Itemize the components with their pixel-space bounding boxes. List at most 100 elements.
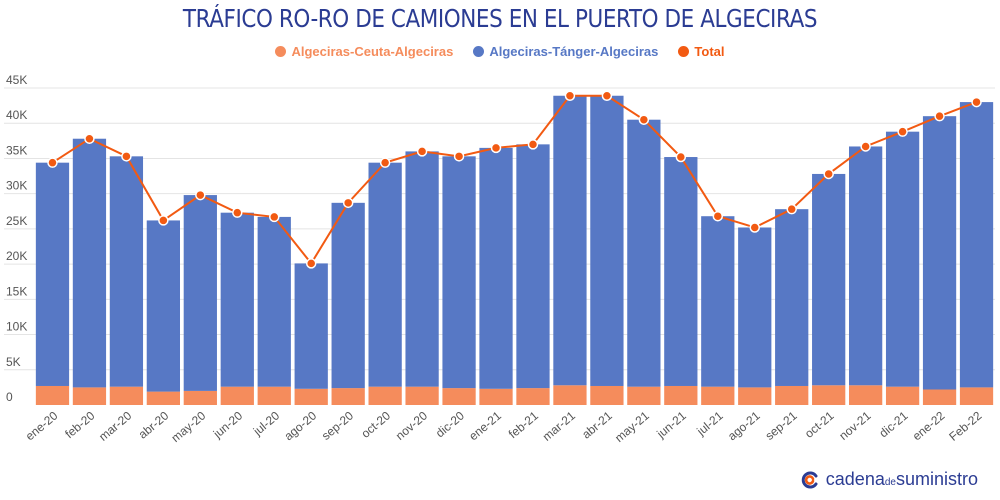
x-tick-label: sep-21	[763, 408, 800, 443]
legend-label-total: Total	[694, 44, 725, 59]
x-tick-label: ene-22	[910, 408, 948, 443]
legend-item-ceuta[interactable]: Algeciras-Ceuta-Algeciras	[275, 44, 453, 59]
total-point	[749, 222, 760, 233]
legend-label-tanger: Algeciras-Tánger-Algeciras	[489, 44, 659, 59]
bar-tanger	[479, 147, 513, 389]
bar-tanger	[885, 131, 920, 387]
bar-tanger	[442, 156, 476, 389]
cadena-logo-icon	[801, 471, 818, 488]
total-point	[860, 141, 871, 152]
bar-ceuta	[664, 385, 698, 405]
total-point	[897, 126, 908, 137]
bar-tanger	[294, 263, 328, 389]
bar-ceuta	[849, 385, 883, 405]
bar-ceuta	[109, 386, 144, 405]
y-tick-label: 10K	[6, 320, 27, 334]
total-point	[712, 210, 724, 222]
x-tick-label: ene-21	[466, 408, 504, 443]
legend-item-tanger[interactable]: Algeciras-Tánger-Algeciras	[473, 44, 658, 59]
bar-ceuta	[959, 387, 994, 405]
x-tick-label: may-21	[612, 408, 652, 445]
bar-ceuta	[812, 385, 846, 405]
x-tick-label: jul-20	[250, 408, 282, 438]
x-tick-label: abr-21	[579, 408, 615, 441]
bar-ceuta	[701, 386, 735, 405]
total-point	[823, 168, 834, 180]
y-tick-label: 25K	[6, 214, 27, 228]
bar-tanger	[959, 102, 994, 388]
x-tick-label: nov-21	[836, 408, 873, 443]
brand-name-de: de	[884, 477, 896, 488]
x-tick-label: abr-20	[136, 408, 172, 441]
bar-ceuta	[72, 387, 107, 405]
total-point	[47, 157, 58, 168]
legend: Algeciras-Ceuta-Algeciras Algeciras-Táng…	[0, 44, 1000, 59]
bar-tanger	[405, 151, 439, 387]
total-line	[51, 94, 977, 266]
y-tick-label: 40K	[6, 108, 27, 122]
total-point	[305, 258, 317, 269]
total-point	[638, 114, 650, 125]
bar-ceuta	[516, 388, 550, 405]
x-tick-label: ago-20	[282, 408, 320, 443]
y-tick-label: 35K	[6, 143, 27, 157]
bar-ceuta	[183, 390, 217, 405]
x-tick-label: jun-21	[653, 408, 689, 441]
bar-ceuta	[738, 387, 772, 405]
bar-tanger	[35, 162, 70, 386]
x-tick-label: dic-21	[876, 408, 910, 440]
total-point	[416, 146, 428, 157]
bar-tanger	[516, 144, 550, 389]
bar-tanger	[812, 173, 846, 386]
legend-marker-total	[678, 46, 690, 57]
bar-ceuta	[220, 386, 254, 405]
brand-name-b: suministro	[895, 469, 978, 489]
bar-ceuta	[257, 386, 291, 405]
total-point	[195, 189, 206, 201]
bar-tanger	[738, 227, 772, 388]
chart-title: TRÁFICO RO-RO DE CAMIONES EN EL PUERTO D…	[182, 4, 818, 33]
y-tick-label: 20K	[6, 249, 27, 263]
total-point	[786, 203, 797, 215]
x-tick-label: ene-20	[23, 408, 61, 443]
bar-tanger	[664, 157, 698, 386]
brand-name-a: cadena	[825, 469, 885, 489]
x-tick-label: oct-21	[802, 408, 837, 440]
x-tick-label: feb-20	[62, 408, 97, 441]
bar-tanger	[220, 212, 254, 387]
bar-tanger	[627, 119, 661, 387]
bar-tanger	[368, 162, 402, 387]
total-point	[564, 90, 576, 101]
legend-label-ceuta: Algeciras-Ceuta-Algeciras	[291, 44, 454, 59]
bar-ceuta	[590, 385, 624, 405]
y-tick-label: 45K	[6, 73, 27, 87]
total-point	[601, 90, 613, 101]
total-point	[934, 110, 945, 122]
x-tick-label: mar-21	[540, 408, 578, 443]
x-tick-label: mar-20	[96, 408, 134, 443]
bar-tanger	[701, 216, 735, 387]
total-point	[342, 197, 354, 209]
bar-tanger	[331, 202, 365, 389]
total-point	[453, 151, 465, 162]
legend-marker-tanger	[473, 46, 485, 57]
total-point	[527, 139, 539, 150]
y-tick-label: 15K	[6, 284, 27, 298]
bar-tanger	[183, 195, 217, 391]
total-point	[379, 157, 391, 168]
bar-tanger	[590, 95, 624, 386]
bar-ceuta	[553, 385, 587, 405]
legend-item-total[interactable]: Total	[678, 44, 725, 59]
bar-tanger	[553, 95, 587, 386]
bar-tanger	[775, 209, 809, 386]
bar-tanger	[146, 220, 180, 392]
bar-tanger	[849, 146, 883, 386]
bar-ceuta	[405, 386, 439, 405]
x-tick-label: feb-21	[506, 408, 541, 441]
bar-ceuta	[479, 388, 513, 405]
x-tick-label: jun-20	[210, 408, 246, 441]
total-point	[121, 151, 132, 162]
x-tick-label: Feb-22	[946, 408, 984, 443]
x-tick-label: jul-21	[693, 408, 725, 438]
total-point	[971, 96, 982, 108]
